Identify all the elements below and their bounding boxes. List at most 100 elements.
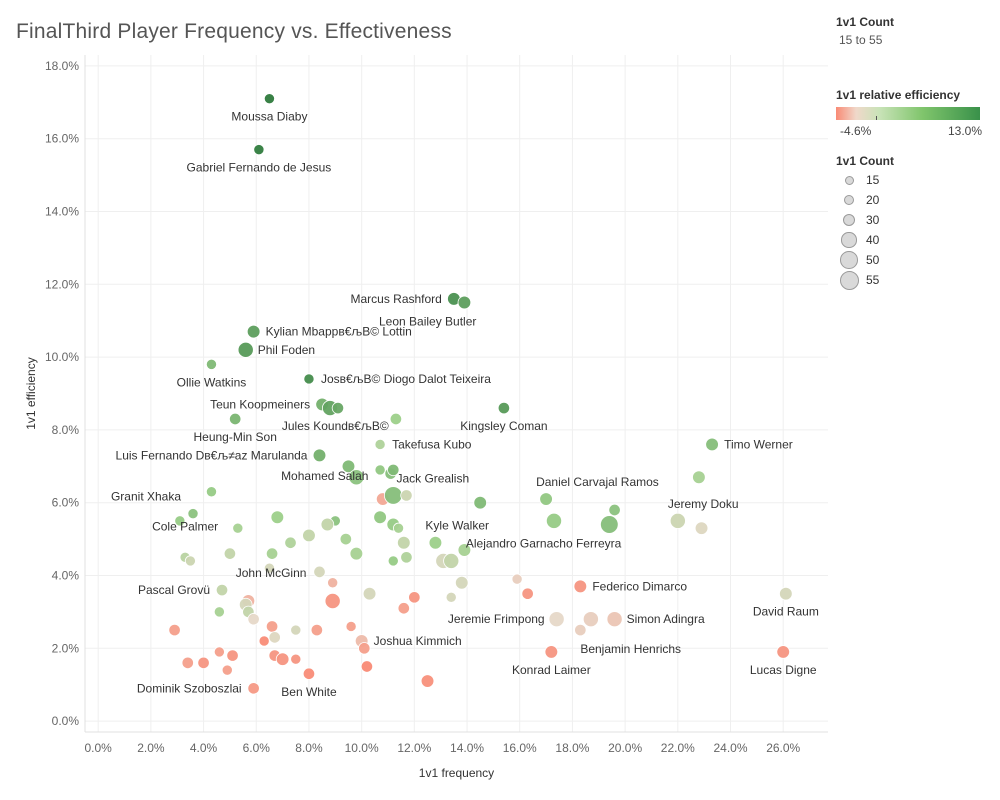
data-point <box>397 535 411 550</box>
data-point <box>247 613 260 626</box>
y-tick-label: 4.0% <box>52 568 80 582</box>
data-point <box>511 573 523 585</box>
size-legend-swatch <box>840 251 858 269</box>
point-label: Daniel Carvajal Ramos <box>536 475 659 489</box>
data-point <box>205 358 217 370</box>
count-legend-title: 1v1 Count <box>836 15 895 29</box>
point-label: Luis Fernando Dв€љ≠az Marulanda <box>116 448 308 462</box>
x-tick-label: 20.0% <box>608 741 642 755</box>
point-label: David Raum <box>753 605 819 619</box>
size-legend-label: 50 <box>866 253 880 267</box>
data-point <box>270 510 285 525</box>
x-tick-label: 10.0% <box>345 741 379 755</box>
color-min-label: -4.6% <box>840 124 872 138</box>
point-label: Alejandro Garnacho Ferreyra <box>466 537 622 551</box>
data-point <box>181 656 194 669</box>
data-point <box>312 448 327 463</box>
data-point <box>387 463 400 477</box>
data-point <box>275 652 290 666</box>
size-legend-item: 55 <box>836 270 894 290</box>
data-point <box>223 547 237 560</box>
data-point <box>705 437 719 452</box>
size-legend: 1v1 Count 15 20 30 40 50 55 <box>836 154 894 290</box>
size-legend-swatch <box>841 232 857 248</box>
color-max-label: 13.0% <box>947 124 982 138</box>
point-label: Teun Koopmeiners <box>210 397 310 411</box>
data-point <box>174 515 186 527</box>
data-point <box>345 620 357 632</box>
size-legend-label: 20 <box>866 193 880 207</box>
point-label: Phil Foden <box>258 343 315 357</box>
data-point <box>302 528 316 543</box>
data-point <box>454 575 469 590</box>
data-point <box>213 606 225 618</box>
data-point <box>669 512 686 529</box>
y-tick-label: 2.0% <box>52 641 80 655</box>
data-point <box>303 373 315 385</box>
data-point <box>247 682 260 695</box>
x-tick-label: 8.0% <box>295 741 323 755</box>
data-point <box>313 565 326 578</box>
point-label: Granit Xhaka <box>111 490 181 504</box>
x-axis-label: 1v1 frequency <box>419 766 494 780</box>
point-label: Gabriel Fernando de Jesus <box>187 161 332 175</box>
y-tick-label: 12.0% <box>45 277 79 291</box>
data-point <box>265 620 279 633</box>
size-legend-item: 15 <box>836 170 894 190</box>
data-point <box>383 486 403 505</box>
data-point <box>582 611 599 628</box>
data-point <box>187 508 199 520</box>
data-point <box>197 656 210 669</box>
x-tick-label: 22.0% <box>661 741 695 755</box>
data-point <box>497 401 511 415</box>
data-point <box>521 587 534 600</box>
data-point <box>400 489 413 502</box>
point-label: Heung-Min Son <box>193 430 276 444</box>
data-point <box>237 341 254 358</box>
size-legend-swatch <box>842 213 856 227</box>
point-label: Joshua Kimmich <box>374 634 462 648</box>
data-point <box>205 486 217 498</box>
data-point <box>341 459 356 474</box>
data-point <box>263 562 275 574</box>
y-axis-label: 1v1 efficiency <box>24 357 38 430</box>
point-label: Moussa Diaby <box>231 110 307 124</box>
point-label: Kingsley Coman <box>460 419 547 433</box>
data-point <box>373 510 387 525</box>
size-legend-title: 1v1 Count <box>836 154 895 168</box>
data-point <box>327 577 339 589</box>
data-point <box>574 623 587 637</box>
data-point <box>339 532 352 546</box>
data-point <box>362 586 377 601</box>
data-point <box>226 649 239 662</box>
point-label: Timo Werner <box>724 437 793 451</box>
point-label: Leon Bailey Butler <box>379 315 476 329</box>
point-label: Jeremie Frimpong <box>448 612 545 626</box>
x-tick-label: 24.0% <box>713 741 747 755</box>
x-tick-label: 12.0% <box>397 741 431 755</box>
size-legend-swatch <box>843 194 855 206</box>
data-point <box>457 295 472 310</box>
point-label: Jeremy Doku <box>668 497 739 511</box>
data-point <box>290 624 302 636</box>
y-tick-label: 14.0% <box>45 205 79 219</box>
data-point <box>290 653 302 665</box>
data-point <box>331 401 345 415</box>
data-point <box>320 517 335 532</box>
data-point <box>428 535 443 550</box>
point-label: Jack Grealish <box>396 471 469 485</box>
data-point <box>776 645 790 659</box>
data-point <box>215 583 229 597</box>
data-point <box>310 623 324 637</box>
data-point <box>545 512 563 529</box>
data-point <box>253 144 265 156</box>
x-tick-label: 2.0% <box>137 741 165 755</box>
data-point <box>608 503 621 517</box>
data-point <box>184 555 196 567</box>
point-label: John McGinn <box>236 566 307 580</box>
data-point <box>420 674 435 688</box>
point-label: Konrad Laimer <box>512 663 591 677</box>
y-tick-label: 6.0% <box>52 496 80 510</box>
data-point <box>457 543 472 557</box>
data-point <box>246 324 261 339</box>
